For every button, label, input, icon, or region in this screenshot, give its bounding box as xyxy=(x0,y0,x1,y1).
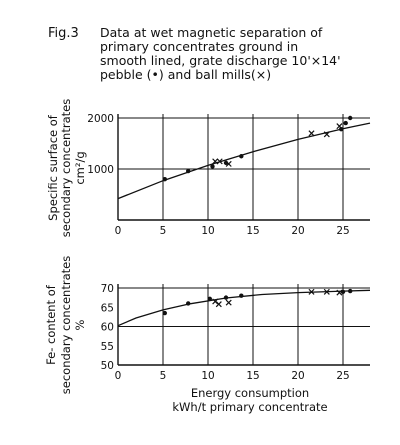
data-point-pebble-mill xyxy=(339,127,344,132)
x-tick-label: 15 xyxy=(246,225,259,237)
data-point-pebble-mill xyxy=(207,296,212,301)
data-point-pebble-mill xyxy=(210,164,215,169)
data-point-pebble-mill xyxy=(239,293,244,298)
x-marker-stroke xyxy=(336,123,343,130)
data-point-ball-mill xyxy=(323,131,330,138)
trend-curve xyxy=(117,289,371,327)
y-axis-label: secondary concentrates xyxy=(59,99,73,237)
data-point-ball-mill xyxy=(212,158,219,165)
x-marker-stroke xyxy=(225,299,232,306)
data-point-pebble-mill xyxy=(186,168,191,174)
x-marker-stroke xyxy=(225,160,232,167)
data-point-pebble-mill xyxy=(348,288,353,294)
x-marker-stroke xyxy=(215,301,222,308)
x-tick-label: 20 xyxy=(291,370,304,382)
fe-content-chart: 0 5 10 15 20 25 50 55 60 65 70 Fe- content of second… xyxy=(44,256,371,414)
x-marker-stroke xyxy=(308,130,315,137)
y-axis-label: Specific surface of xyxy=(46,114,60,221)
x-marker-stroke xyxy=(323,288,330,295)
data-point-pebble-mill xyxy=(162,310,167,316)
data-point-pebble-mill xyxy=(162,177,167,182)
x-marker-stroke xyxy=(216,158,223,165)
y-tick-label: 1000 xyxy=(87,164,114,176)
x-tick-label: 25 xyxy=(336,225,349,237)
data-point-pebble-mill xyxy=(348,115,353,121)
data-point-pebble-mill xyxy=(186,301,191,306)
y-axis-label: % xyxy=(73,319,87,330)
x-tick-label: 15 xyxy=(246,370,259,382)
y-axis-label: cm²/g xyxy=(73,151,87,184)
x-tick-label: 25 xyxy=(336,370,349,382)
y-tick-label: 65 xyxy=(101,302,114,314)
y-tick-label: 70 xyxy=(101,283,114,295)
figure-label: Fig.3 xyxy=(48,26,79,41)
x-tick-label: 5 xyxy=(160,225,167,237)
data-point-ball-mill xyxy=(308,288,315,295)
data-point-ball-mill xyxy=(323,288,330,295)
x-marker-stroke xyxy=(336,289,343,296)
data-point-ball-mill xyxy=(336,123,343,130)
y-tick-label: 2000 xyxy=(87,113,114,125)
x-tick-label: 20 xyxy=(291,225,304,237)
data-point-pebble-mill xyxy=(343,120,348,126)
x-axis-label: Energy consumption xyxy=(191,386,309,400)
x-tick-label: 0 xyxy=(115,370,122,382)
data-point-ball-mill xyxy=(336,289,343,296)
data-point-ball-mill xyxy=(225,160,232,167)
x-tick-label: 5 xyxy=(160,370,167,382)
x-marker-stroke xyxy=(323,131,330,138)
y-tick-label: 55 xyxy=(101,341,114,353)
y-tick-label: 50 xyxy=(101,360,114,372)
x-tick-label: 10 xyxy=(201,225,214,237)
data-point-ball-mill xyxy=(308,130,315,137)
data-point-pebble-mill xyxy=(223,295,229,300)
y-axis-label: secondary concentrates xyxy=(59,256,73,394)
data-point-ball-mill xyxy=(212,298,219,305)
x-marker-stroke xyxy=(212,158,219,165)
x-axis-label: kWh/t primary concentrate xyxy=(172,400,327,414)
figure-title: Data at wet magnetic separation of prima… xyxy=(100,25,341,82)
x-tick-label: 10 xyxy=(201,370,214,382)
data-point-pebble-mill xyxy=(239,154,244,159)
specific-surface-chart: 0 5 10 15 20 25 1000 2000 Specific surface of sec… xyxy=(46,99,371,237)
x-tick-label: 0 xyxy=(115,225,122,237)
y-tick-label: 60 xyxy=(101,322,114,334)
x-marker-stroke xyxy=(212,298,219,305)
data-point-ball-mill xyxy=(216,158,223,165)
trend-curve xyxy=(117,122,371,200)
x-marker-stroke xyxy=(308,288,315,295)
y-axis-label: Fe- content of xyxy=(44,284,58,365)
data-point-ball-mill xyxy=(225,299,232,306)
data-point-ball-mill xyxy=(215,301,222,308)
